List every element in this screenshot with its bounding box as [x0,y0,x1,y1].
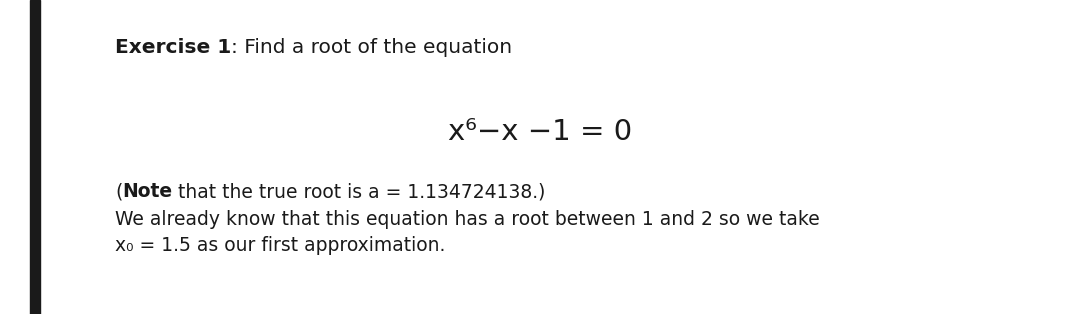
Text: Exercise 1: Exercise 1 [114,38,231,57]
Text: (: ( [114,182,122,201]
Text: Note: Note [122,182,173,201]
Text: : Find a root of the equation: : Find a root of the equation [231,38,512,57]
Bar [30,0,40,314]
Text: that the true root is a = 1.134724138.): that the true root is a = 1.134724138.) [173,182,545,201]
Text: We already know that this equation has a root between 1 and 2 so we take: We already know that this equation has a… [114,210,820,229]
Text: x⁶−x −1 = 0: x⁶−x −1 = 0 [448,118,632,146]
Text: x₀ = 1.5 as our first approximation.: x₀ = 1.5 as our first approximation. [114,236,445,255]
